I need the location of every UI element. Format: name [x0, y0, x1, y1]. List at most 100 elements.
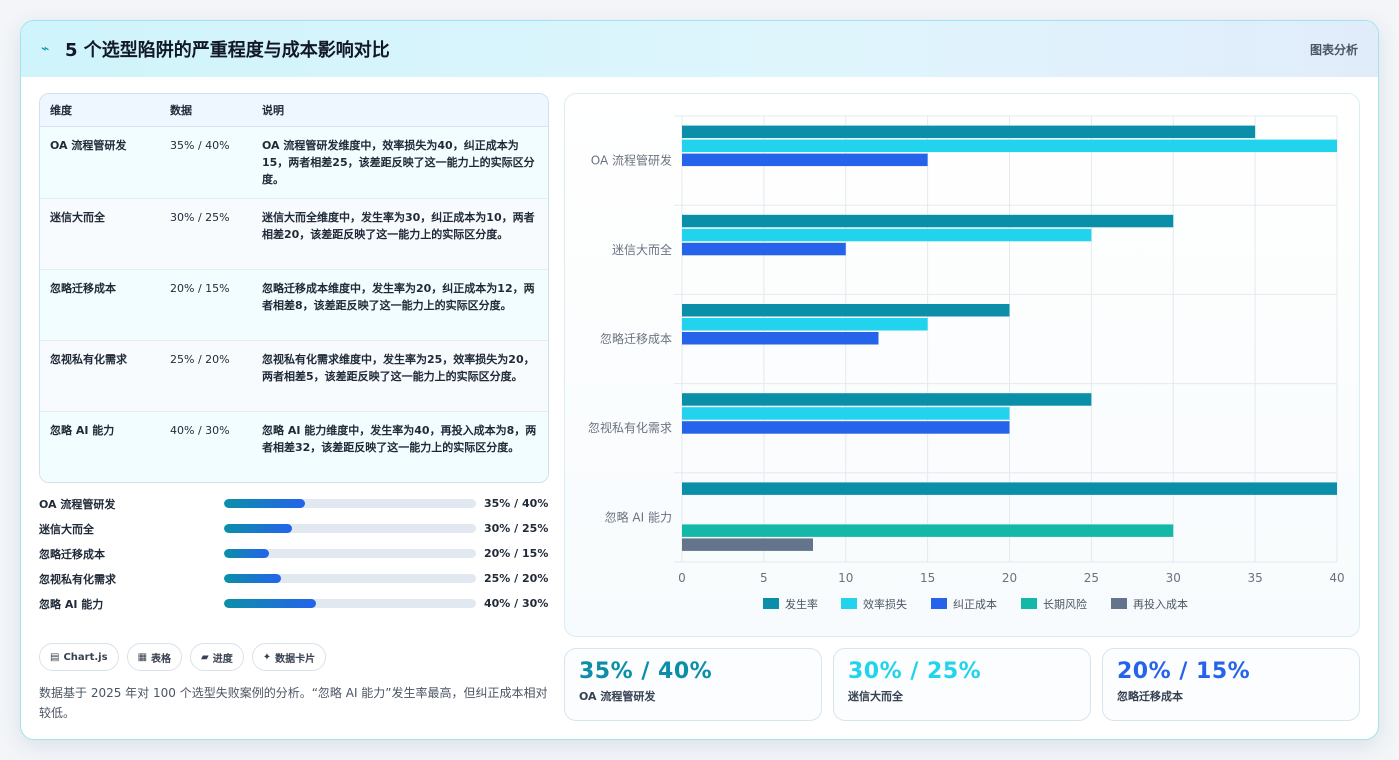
x-tick-label: 35 [1247, 571, 1262, 585]
card-header: ⌁ 5 个选型陷阱的严重程度与成本影响对比 图表分析 [21, 21, 1378, 77]
progress-value: 25% / 20% [484, 572, 549, 585]
row-dimension: 忽略迁移成本 [40, 269, 160, 341]
legend-swatch [931, 598, 947, 609]
progress-fill [224, 499, 305, 508]
stat-value: 35% / 40% [579, 659, 713, 684]
folder-icon: ▰ [201, 651, 209, 663]
x-tick-label: 20 [1002, 571, 1017, 585]
chip-progress[interactable]: ▰ 进度 [190, 643, 244, 671]
y-tick-label: 忽略 AI 能力 [605, 509, 672, 524]
progress-row: 忽略 AI 能力 40% / 30% [39, 591, 549, 616]
legend-swatch [841, 598, 857, 609]
stat-card: 35% / 40% OA 流程管研发 [564, 648, 822, 721]
x-tick-label: 10 [838, 571, 853, 585]
bar [682, 214, 1174, 228]
progress-value: 35% / 40% [484, 497, 549, 510]
row-data: 40% / 30% [160, 411, 252, 482]
row-data: 30% / 25% [160, 198, 252, 270]
y-tick-label: OA 流程管研发 [591, 153, 672, 168]
progress-row: 忽略迁移成本 20% / 15% [39, 541, 549, 566]
y-tick-label: 忽视私有化需求 [588, 420, 672, 435]
table-row: 忽略迁移成本 20% / 15% 忽略迁移成本维度中，发生率为20，纠正成本为1… [40, 269, 548, 341]
column-header-dimension: 维度 [40, 94, 160, 127]
stat-card: 20% / 15% 忽略迁移成本 [1102, 648, 1360, 721]
bar [682, 407, 1010, 420]
table-row: 忽视私有化需求 25% / 20% 忽视私有化需求维度中，发生率为25，效率损失… [40, 340, 548, 412]
bar [682, 524, 1174, 537]
progress-value: 30% / 25% [484, 522, 549, 535]
progress-track [224, 499, 476, 508]
progress-track [224, 524, 476, 533]
sparkle-icon: ✦ [262, 651, 272, 663]
chip-table[interactable]: ▦ 表格 [126, 643, 183, 671]
progress-label: 忽略 AI 能力 [39, 597, 104, 611]
row-description: 忽视私有化需求维度中，发生率为25，效率损失为20，两者相差5，该差距反映了这一… [252, 340, 548, 412]
y-tick-label: 忽略迁移成本 [600, 331, 672, 346]
chip-label: Chart.js [63, 651, 108, 663]
stat-value: 30% / 25% [848, 659, 982, 684]
table-icon: ▦ [137, 651, 148, 663]
bar [682, 318, 928, 331]
table-row: 忽略 AI 能力 40% / 30% 忽略 AI 能力维度中，发生率为40，再投… [40, 411, 548, 482]
row-data: 35% / 40% [160, 126, 252, 199]
progress-fill [224, 574, 281, 583]
row-description: OA 流程管研发维度中，效率损失为40，纠正成本为15，两者相差25，该差距反映… [252, 126, 548, 199]
progress-label: OA 流程管研发 [39, 497, 116, 511]
progress-label: 迷信大而全 [39, 522, 94, 536]
bar [682, 228, 1092, 242]
chart-icon: ▤ [50, 651, 60, 663]
data-table: 维度 数据 说明 OA 流程管研发 35% / 40% OA 流程管研发维度中，… [39, 93, 549, 483]
table-row: OA 流程管研发 35% / 40% OA 流程管研发维度中，效率损失为40，纠… [40, 126, 548, 199]
progress-row: OA 流程管研发 35% / 40% [39, 491, 549, 516]
table-header-row: 维度 数据 说明 [40, 94, 548, 127]
legend-swatch [763, 598, 779, 609]
legend-label: 效率损失 [863, 597, 907, 611]
chart-svg: 0 5 10 15 20 25 30 35 40 OA 流程管研发迷信大而全忽略迁移成本忽视私有化… [588, 115, 1345, 611]
bar [682, 125, 1256, 139]
bar [682, 421, 1010, 434]
row-description: 忽略 AI 能力维度中，发生率为40，再投入成本为8，两者相差32，该差距反映了… [252, 411, 548, 482]
chip-label: 数据卡片 [275, 653, 316, 665]
legend-label: 长期风险 [1043, 597, 1087, 611]
chip-group: ▤ Chart.js ▦ 表格 ▰ 进度 ✦ 数据卡片 [39, 643, 327, 671]
progress-track [224, 574, 476, 583]
row-dimension: 迷信大而全 [40, 198, 160, 270]
y-tick-label: 迷信大而全 [612, 242, 672, 257]
legend-swatch [1021, 598, 1037, 609]
stat-label: OA 流程管研发 [579, 690, 656, 703]
stat-card: 30% / 25% 迷信大而全 [833, 648, 1091, 721]
progress-fill [224, 599, 316, 608]
x-tick-label: 30 [1166, 571, 1181, 585]
x-tick-label: 0 [678, 571, 686, 585]
progress-row: 迷信大而全 30% / 25% [39, 516, 549, 541]
bar [682, 393, 1092, 406]
header-tag: 图表分析 [1309, 42, 1358, 57]
progress-fill [224, 549, 270, 558]
bar [682, 153, 928, 167]
x-tick-label: 40 [1329, 571, 1344, 585]
bolt-icon: ⌁ [41, 41, 50, 57]
row-dimension: 忽视私有化需求 [40, 340, 160, 412]
bar [682, 304, 1010, 317]
chip-chartjs[interactable]: ▤ Chart.js [39, 643, 119, 671]
column-header-description: 说明 [252, 94, 548, 127]
main-card: ⌁ 5 个选型陷阱的严重程度与成本影响对比 图表分析 维度 数据 说明 OA 流… [20, 20, 1379, 740]
x-tick-label: 25 [1084, 571, 1099, 585]
column-header-data: 数据 [160, 94, 252, 127]
x-tick-label: 15 [920, 571, 935, 585]
bar [682, 538, 813, 551]
stat-label: 迷信大而全 [848, 690, 903, 703]
progress-value: 20% / 15% [484, 547, 549, 560]
progress-row: 忽视私有化需求 25% / 20% [39, 566, 549, 591]
table-row: 迷信大而全 30% / 25% 迷信大而全维度中，发生率为30，纠正成本为10，… [40, 198, 548, 270]
row-description: 迷信大而全维度中，发生率为30，纠正成本为10，两者相差20，该差距反映了这一能… [252, 198, 548, 270]
row-dimension: OA 流程管研发 [40, 126, 160, 199]
chip-label: 进度 [212, 653, 233, 665]
row-dimension: 忽略 AI 能力 [40, 411, 160, 482]
row-description: 忽略迁移成本维度中，发生率为20，纠正成本为12，两者相差8，该差距反映了这一能… [252, 269, 548, 341]
row-data: 25% / 20% [160, 340, 252, 412]
x-tick-label: 5 [760, 571, 768, 585]
chip-label: 表格 [151, 653, 172, 665]
chip-data-card[interactable]: ✦ 数据卡片 [251, 643, 327, 671]
bar [682, 482, 1337, 495]
